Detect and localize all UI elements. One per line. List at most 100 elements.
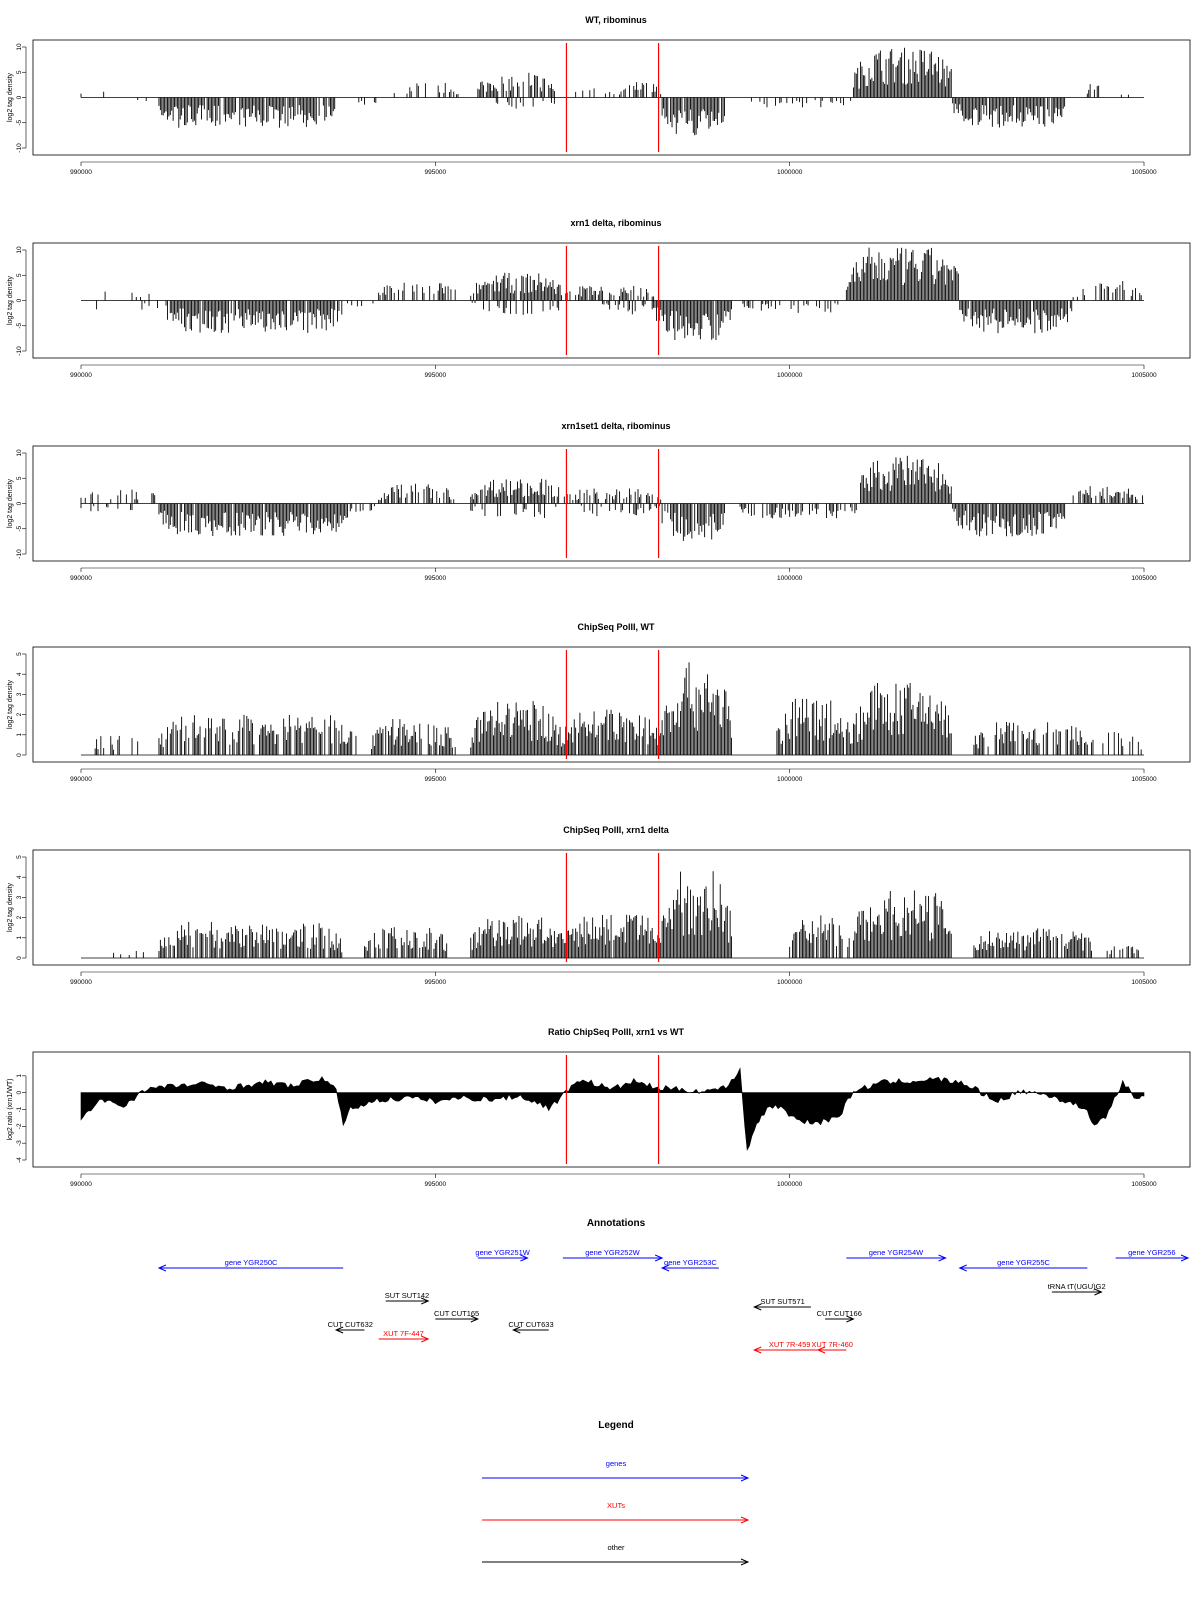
data-bars (80, 455, 1144, 541)
y-tick-label: 0 (16, 298, 23, 302)
y-axis-label: log2 tag density (7, 882, 14, 932)
annotation-feature: XUT 7R-460 (811, 1340, 853, 1354)
annotation-feature: CUT CUT166 (817, 1309, 862, 1323)
y-tick-label: 3 (16, 895, 23, 899)
x-tick-label: 1000000 (777, 776, 803, 783)
legend-entry: XUTs (482, 1501, 750, 1524)
x-tick-label: 995000 (424, 979, 446, 986)
annotation-label: CUT CUT633 (508, 1320, 553, 1329)
feature-arrow-head (740, 1474, 750, 1482)
feature-arrow-head (816, 1346, 826, 1354)
annotation-feature: gene YGR252W (562, 1248, 664, 1262)
legend-label: genes (606, 1459, 627, 1468)
y-tick-label: -5 (16, 322, 23, 328)
annotation-label: gene YGR251W (475, 1248, 530, 1257)
y-tick-label: 1 (16, 733, 23, 737)
x-tick-label: 995000 (424, 575, 446, 582)
x-tick-label: 995000 (424, 372, 446, 379)
x-tick-label: 990000 (70, 169, 92, 176)
annotation-label: gene YGR253C (664, 1258, 717, 1267)
x-tick-label: 1000000 (777, 575, 803, 582)
annotation-label: gene YGR256 (1128, 1248, 1175, 1257)
y-tick-label: 5 (16, 273, 23, 277)
y-tick-label: 0 (16, 753, 23, 757)
feature-arrow-head (752, 1346, 762, 1354)
x-tick-label: 1005000 (1131, 1181, 1157, 1188)
y-tick-label: -1 (16, 1106, 23, 1112)
feature-arrow-head (740, 1516, 750, 1524)
x-tick-label: 1000000 (777, 372, 803, 379)
annotation-label: SUT SUT142 (385, 1291, 429, 1300)
x-tick-label: 990000 (70, 1181, 92, 1188)
annotations-panel: Annotations gene YGR250C gene YGR251W gene… (157, 1218, 1190, 1354)
y-axis-label: log2 tag density (7, 275, 14, 325)
annotation-label: CUT CUT166 (817, 1309, 862, 1318)
x-tick-label: 995000 (424, 776, 446, 783)
feature-arrow-head (1094, 1288, 1103, 1296)
legend-entry: other (482, 1543, 750, 1566)
annotation-label: XUT 7R-459 (769, 1340, 811, 1349)
annotation-feature: gene YGR251W (475, 1248, 531, 1262)
y-tick-label: 5 (16, 652, 23, 656)
feature-arrow-head (512, 1326, 521, 1334)
y-tick-label: -10 (16, 143, 23, 153)
annotation-features: gene YGR250C gene YGR251W gene YGR252W gene… (157, 1248, 1190, 1354)
y-axis-label: log2 tag density (7, 72, 14, 122)
x-tick-label: 1005000 (1131, 575, 1157, 582)
feature-arrow-head (740, 1558, 750, 1566)
feature-arrow-head (470, 1315, 480, 1323)
legend-label: other (607, 1543, 625, 1552)
y-tick-label: -4 (16, 1157, 23, 1163)
x-tick-label: 990000 (70, 979, 92, 986)
y-tick-label: 5 (16, 476, 23, 480)
track-title: xrn1 delta, ribominus (570, 218, 661, 228)
plot-frame (32, 849, 1191, 966)
plot-frame (32, 646, 1191, 763)
track-panel-4: ChipSeq PolII, WT log2 tag density 0 1 2 3 4 5 9… (7, 622, 1191, 783)
annotation-label: SUT SUT571 (760, 1297, 804, 1306)
annotation-feature: gene YGR256 (1115, 1248, 1190, 1262)
y-tick-label: -2 (16, 1123, 23, 1129)
data-bars (113, 871, 1139, 958)
x-tick-label: 995000 (424, 169, 446, 176)
y-tick-label: 10 (16, 449, 23, 457)
track-panel-3: xrn1set1 delta, ribominus log2 tag densit… (7, 421, 1191, 582)
plot-frame (32, 1051, 1191, 1168)
track-title: ChipSeq PolII, WT (578, 622, 655, 632)
annotation-label: CUT CUT165 (434, 1309, 479, 1318)
x-tick-label: 1005000 (1131, 169, 1157, 176)
track-title: WT, ribominus (585, 15, 647, 25)
annotation-feature: gene YGR253C (660, 1258, 719, 1272)
annotation-feature: SUT SUT142 (385, 1291, 430, 1305)
y-tick-label: 2 (16, 915, 23, 919)
annotation-feature: CUT CUT165 (434, 1309, 480, 1323)
legend-label: XUTs (607, 1501, 625, 1510)
x-tick-label: 1000000 (777, 1181, 803, 1188)
annotation-label: tRNA tT(UGU)G2 (1048, 1282, 1106, 1291)
track-panel-2: xrn1 delta, ribominus log2 tag density -10… (7, 218, 1191, 379)
y-axis-label: log2 tag density (7, 679, 14, 729)
annotation-feature: gene YGR255C (958, 1258, 1088, 1272)
annotation-label: gene YGR254W (869, 1248, 924, 1257)
y-tick-label: -5 (16, 119, 23, 125)
y-tick-label: -10 (16, 346, 23, 356)
track-panel-5: ChipSeq PolII, xrn1 delta log2 tag densit… (7, 825, 1191, 986)
y-tick-label: 1 (16, 1074, 23, 1078)
y-tick-label: 4 (16, 875, 23, 879)
x-tick-label: 995000 (424, 1181, 446, 1188)
annotations-title: Annotations (587, 1218, 646, 1229)
y-tick-label: 10 (16, 246, 23, 254)
plot-frame (32, 39, 1191, 156)
x-tick-label: 1005000 (1131, 776, 1157, 783)
ratio-area (80, 1067, 1145, 1151)
y-tick-label: 0 (16, 95, 23, 99)
data-bars (80, 47, 1129, 136)
data-bars (94, 662, 1142, 755)
y-axis-label: log2 tag density (7, 478, 14, 528)
y-tick-label: 0 (16, 956, 23, 960)
annotation-feature: SUT SUT571 (752, 1297, 811, 1311)
annotation-label: gene YGR250C (225, 1258, 278, 1267)
feature-arrow-head (334, 1326, 344, 1334)
